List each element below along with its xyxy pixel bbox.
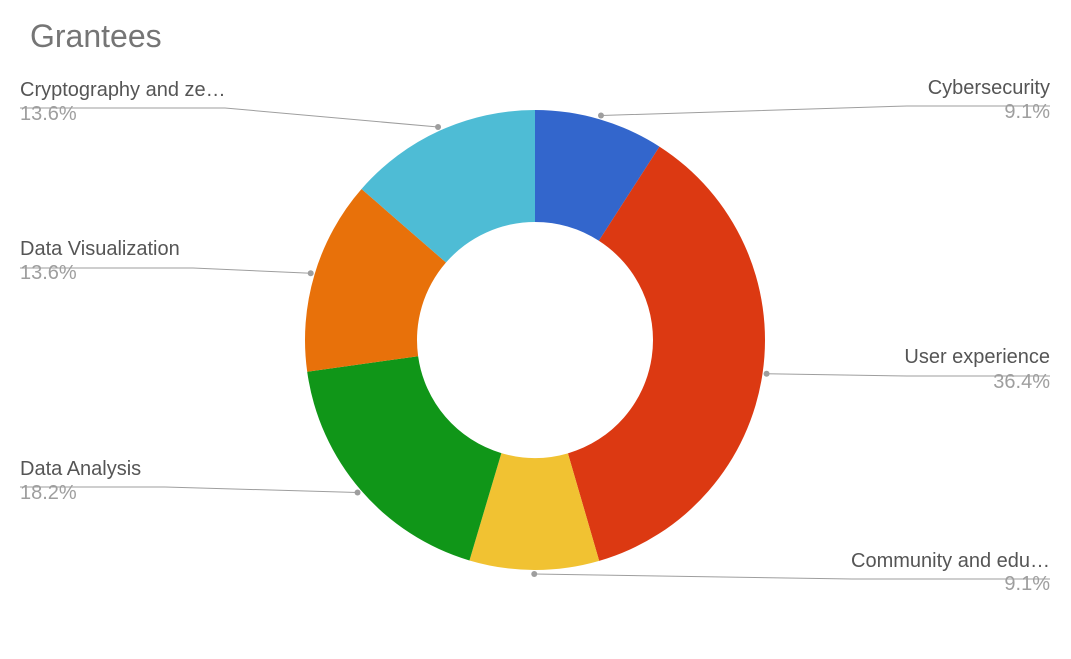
slice-label-name: Data Analysis — [20, 458, 141, 480]
slice-label-name: Community and edu… — [851, 550, 1050, 572]
slice-label-pct: 13.6% — [20, 103, 77, 125]
slice-label: User experience 36.4% — [764, 346, 1051, 393]
donut-slice[interactable] — [307, 356, 501, 560]
slice-label: Data Analysis18.2% — [20, 458, 361, 504]
leader-line — [20, 108, 438, 127]
leader-line — [534, 574, 1050, 579]
slice-label-name: Cryptography and ze… — [20, 79, 226, 101]
slice-label: Cybersecurity9.1% — [598, 77, 1050, 123]
grantees-donut-chart: Cybersecurity9.1%User experience36.4%Com… — [0, 0, 1071, 659]
slice-label-pct: 9.1% — [1004, 101, 1050, 123]
slice-label-pct: 9.1% — [1004, 573, 1050, 595]
slice-label-pct: 13.6% — [20, 262, 77, 284]
slice-label: Data Visualization13.6% — [20, 238, 314, 284]
slice-label-pct: 18.2% — [20, 482, 77, 504]
slice-label: Cryptography and ze…13.6% — [20, 79, 441, 130]
slice-label-name: Data Visualization — [20, 238, 180, 260]
leader-line — [601, 106, 1050, 115]
slice-label-name: User experience — [904, 346, 1050, 368]
slice-label-name: Cybersecurity — [928, 77, 1050, 99]
slice-label-pct: 36.4% — [993, 371, 1050, 393]
